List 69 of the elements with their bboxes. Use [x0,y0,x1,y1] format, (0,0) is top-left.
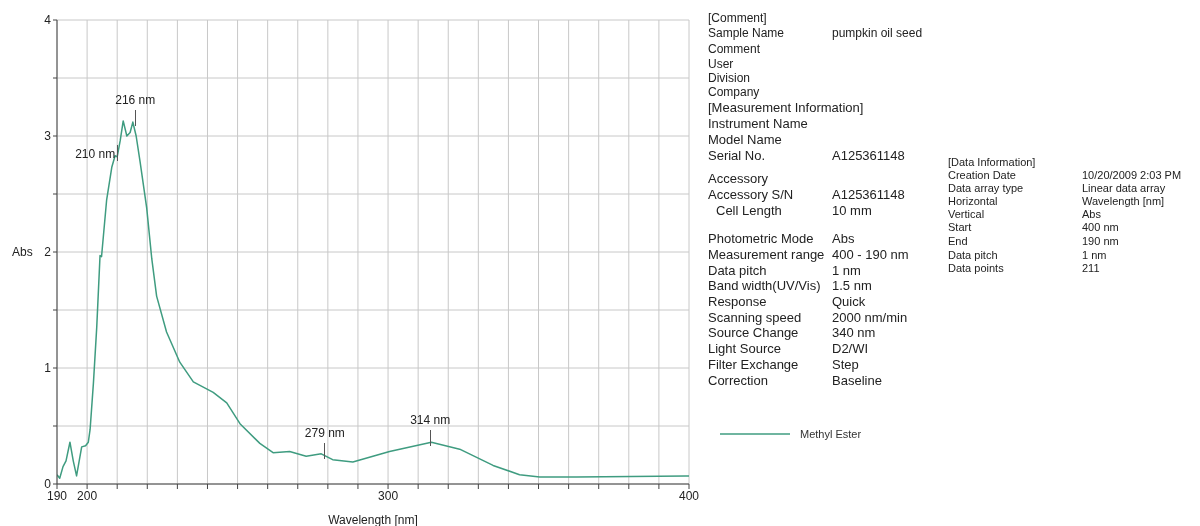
text: 10/20/2009 2:03 PM [1082,169,1182,181]
y-tick-label: 3 [44,129,52,144]
text: Accessory S/N [708,187,794,202]
text: User [708,57,734,71]
text: Creation Date [948,169,1016,181]
text: [Data Information] [948,156,1036,168]
source-note: Source Change [708,325,799,340]
text: 1 nm [832,263,861,278]
text: Sample Name [708,26,785,40]
text: Measurement range [708,247,825,262]
annotation: 210 nm [74,146,116,161]
text: Band width(UV/Vis) [708,278,821,293]
text: Light Source [708,341,781,356]
text: Wavelength [nm] [1082,195,1165,207]
text: Data pitch [948,249,998,261]
text: Linear data array [1082,182,1166,194]
text: pumpkin oil seed [832,26,923,40]
text: Baseline [832,373,882,388]
text: Data array type [948,182,1024,194]
x-tick-label: 400 [678,488,700,503]
text: Cell Length [716,203,782,218]
text: Instrument Name [708,116,808,131]
x-axis-title: Wavelength [nm] [328,513,418,526]
text: [Comment] [708,11,767,25]
text: Model Name [708,132,782,147]
text: Methyl Ester [800,428,862,440]
annotation: 216 nm [114,93,157,108]
annotation: 279 nm [303,426,346,440]
annotation: 314 nm [409,413,452,428]
x-tick-label: 200 [77,488,98,503]
line-series [57,120,689,479]
text: [Measurement Information] [708,100,864,115]
y-axis-title: Abs [12,245,33,259]
text: Filter Exchange [708,357,799,372]
text: 190 nm [1082,235,1119,247]
text: Quick [832,294,866,309]
text: 400 nm [1082,221,1119,233]
text: Accessory [708,171,768,186]
text: 340 nm [832,325,876,340]
text: Division [708,71,751,85]
text: 10 mm [832,203,872,218]
text: A125361148 [832,148,905,163]
text: A125361148 [832,187,905,202]
text: D2/WI [832,341,869,356]
text: 1.5 nm [832,278,872,293]
text: 1 nm [1082,249,1107,261]
y-tick-label: 1 [44,361,52,376]
x-tick-label: 300 [378,488,399,503]
text: 211 [1082,262,1100,274]
text: 2000 nm/min [832,310,908,325]
text: Step [832,357,859,372]
text: Data pitch [708,263,767,278]
text: Data points [948,262,1004,274]
y-tick-label: 4 [44,13,52,28]
text: Correction [708,373,768,388]
text: Scanning speed [708,310,802,325]
text: Serial No. [708,148,766,163]
text: 400 - 190 nm [832,247,909,262]
y-tick-label: 2 [44,245,52,260]
text: Photometric Mode [708,231,814,246]
text: Abs [832,231,855,246]
text: Comment [708,42,761,56]
text: Vertical [948,208,985,220]
text: Company [708,85,760,99]
text: Abs [1082,208,1101,220]
text: Horizontal [948,195,998,207]
text: End [948,235,968,247]
text: Response [708,294,767,309]
text: Start [948,221,972,233]
